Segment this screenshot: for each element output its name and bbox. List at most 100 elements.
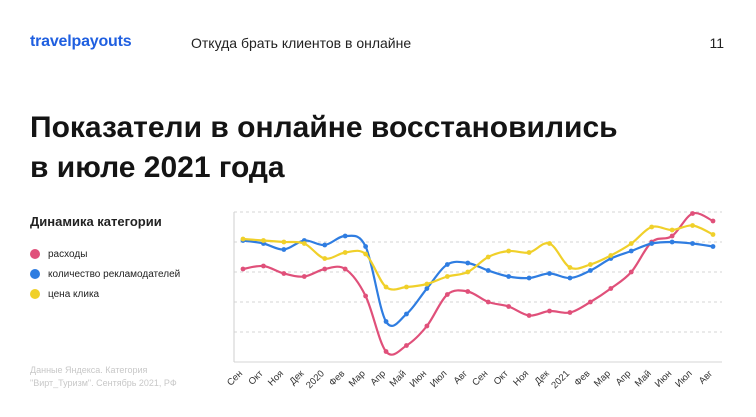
page-number: 11 xyxy=(709,35,724,51)
data-point xyxy=(301,274,307,279)
data-point xyxy=(424,286,430,291)
x-tick-label: Апр xyxy=(369,368,389,388)
x-tick-label: Авг xyxy=(697,368,716,387)
data-point xyxy=(485,299,491,305)
data-point xyxy=(322,242,328,248)
data-point xyxy=(444,292,450,297)
x-tick-label: Июн xyxy=(653,368,674,389)
x-tick-label: 2021 xyxy=(549,368,572,391)
x-tick-label: Ноя xyxy=(266,368,286,388)
x-tick-label: Май xyxy=(388,368,409,389)
data-point xyxy=(363,293,369,299)
data-source-line-2: "Вирт_Туризм". Сентябрь 2021, РФ xyxy=(30,378,177,388)
data-point xyxy=(649,241,655,246)
data-point xyxy=(342,250,348,255)
data-point xyxy=(404,284,409,290)
x-tick-label: Ноя xyxy=(511,368,531,388)
legend-item-advertisers: количество рекламодателей xyxy=(30,264,180,284)
brand-logo: travelpayouts xyxy=(30,33,132,50)
data-point xyxy=(690,211,695,216)
x-tick-label: Окт xyxy=(492,368,512,388)
data-point xyxy=(424,281,430,287)
data-point xyxy=(669,227,675,233)
x-tick-label: Фев xyxy=(572,368,592,388)
data-point xyxy=(322,256,328,261)
data-point xyxy=(322,266,328,272)
data-source-line-1: Данные Яндекса. Категория xyxy=(30,365,148,375)
x-tick-label: Авг xyxy=(452,368,471,387)
series-line-3 xyxy=(241,224,715,291)
legend-dot-icon xyxy=(30,269,40,279)
page-title-line-2: в июле 2021 года xyxy=(30,151,285,184)
data-point xyxy=(383,349,389,354)
x-tick-label: Мар xyxy=(347,368,368,389)
data-point xyxy=(628,248,634,254)
page-title: Показатели в онлайне восстановились в ию… xyxy=(30,108,650,188)
data-point xyxy=(465,289,471,294)
data-point xyxy=(383,284,389,290)
data-point xyxy=(485,254,491,260)
data-point xyxy=(690,241,695,246)
data-point xyxy=(363,251,369,257)
data-point xyxy=(669,233,675,239)
x-tick-label: Сен xyxy=(225,368,245,388)
legend-label: количество рекламодателей xyxy=(48,268,181,280)
data-point xyxy=(383,319,389,324)
x-tick-label: Окт xyxy=(246,368,266,388)
data-point xyxy=(506,274,512,279)
data-point xyxy=(547,308,552,314)
x-tick-label: Июл xyxy=(673,368,694,389)
data-point xyxy=(261,263,266,269)
legend-label: цена клика xyxy=(48,288,100,300)
data-point xyxy=(649,224,655,230)
data-point xyxy=(240,266,246,272)
data-point xyxy=(465,269,471,275)
data-point xyxy=(587,262,593,267)
x-tick-label: Июн xyxy=(408,368,429,389)
data-point xyxy=(628,269,634,275)
data-point xyxy=(424,323,430,329)
page-title-line-1: Показатели в онлайне восстановились xyxy=(30,111,618,144)
data-point xyxy=(710,244,716,249)
data-point xyxy=(587,299,593,305)
data-point xyxy=(628,241,634,246)
data-point xyxy=(444,274,450,279)
data-point xyxy=(608,286,614,291)
x-tick-label: Апр xyxy=(614,368,634,388)
data-source-note: Данные Яндекса. Категория "Вирт_Туризм".… xyxy=(30,364,220,390)
data-point xyxy=(587,268,593,273)
legend-item-expenses: расходы xyxy=(30,244,180,264)
x-tick-label: Мар xyxy=(592,368,613,389)
data-point xyxy=(444,262,450,267)
data-point xyxy=(281,271,287,276)
data-point xyxy=(547,241,552,246)
data-point xyxy=(506,248,512,254)
data-point xyxy=(261,238,266,243)
data-point xyxy=(281,239,287,245)
data-point xyxy=(342,266,348,272)
data-point xyxy=(526,313,532,318)
legend-dot-icon xyxy=(30,249,40,259)
data-point xyxy=(404,311,409,317)
x-tick-label: Май xyxy=(633,368,654,389)
data-point xyxy=(526,250,532,255)
data-point xyxy=(608,253,614,258)
x-tick-label: Фев xyxy=(327,368,347,388)
data-point xyxy=(710,232,716,237)
chart-legend: расходы количество рекламодателей цена к… xyxy=(30,244,180,304)
data-point xyxy=(240,236,246,242)
legend-title: Динамика категории xyxy=(30,214,162,229)
data-point xyxy=(363,244,369,249)
data-point xyxy=(506,304,512,309)
data-point xyxy=(281,247,287,252)
data-point xyxy=(567,265,573,270)
data-point xyxy=(342,233,348,239)
data-point xyxy=(669,239,675,245)
data-point xyxy=(690,223,695,228)
slide-subtitle: Откуда брать клиентов в онлайне xyxy=(191,35,412,51)
data-point xyxy=(710,218,716,224)
legend-item-click-price: цена клика xyxy=(30,284,180,304)
data-point xyxy=(404,343,409,348)
legend-label: расходы xyxy=(48,248,88,260)
